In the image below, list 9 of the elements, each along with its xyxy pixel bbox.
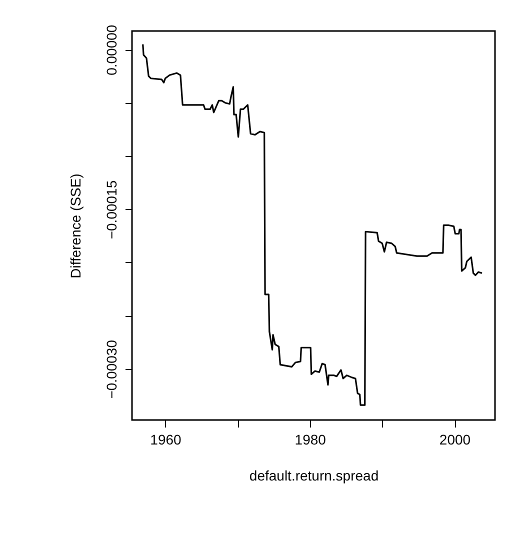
x-tick-label: 2000	[439, 432, 471, 448]
y-tick-label: −0.00030	[104, 340, 120, 399]
y-axis-title: Difference (SSE)	[68, 174, 84, 278]
x-tick-label: 1980	[294, 432, 326, 448]
y-tick-label: −0.00015	[104, 180, 120, 240]
line-series	[142, 44, 483, 406]
x-tick-label: 1960	[150, 432, 182, 448]
x-axis-title: default.return.spread	[249, 468, 379, 484]
y-tick-label: 0.00000	[104, 24, 120, 76]
